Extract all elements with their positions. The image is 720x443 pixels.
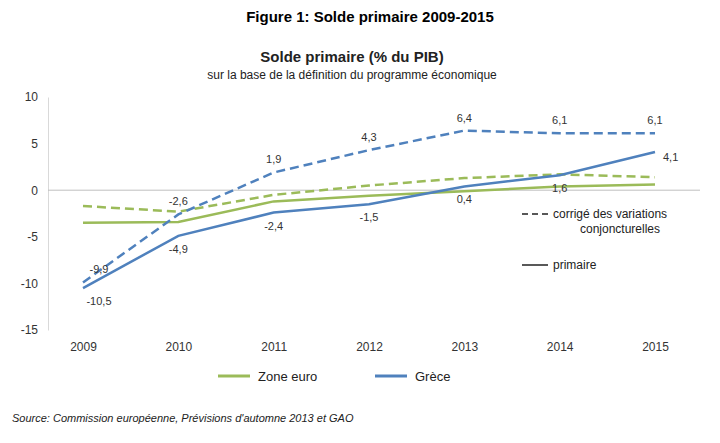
y-tick-label: 10 (25, 90, 39, 104)
legend: Zone euro Grèce (218, 369, 450, 384)
y-tick-label: 5 (31, 137, 38, 151)
y-axis: -15 -10 -5 0 5 10 (21, 90, 49, 337)
y-tick-label: -10 (21, 277, 39, 291)
y-tick: 5 (31, 137, 48, 151)
y-tick-label: 0 (31, 184, 38, 198)
source: Source: Commission européenne, Prévision… (12, 412, 354, 424)
x-axis-line (84, 330, 656, 331)
x-tick-label: 2011 (261, 340, 287, 354)
legend-swatch (375, 375, 407, 378)
figure-title: Figure 1: Solde primaire 2009-2015 (246, 8, 494, 25)
x-tick-label: 2015 (642, 340, 669, 354)
y-tick-label: -15 (21, 323, 39, 337)
data-label: 1,9 (266, 153, 281, 165)
data-labels: -10,5 -4,9 -2,4 -1,5 0,4 1,6 4,1 -9,9 -2,6 1,9 4,3… (86, 112, 678, 308)
x-tick: 2013 (451, 330, 478, 354)
legend-label: Grèce (415, 369, 450, 384)
x-tick: 2015 (642, 330, 669, 354)
data-label: -9,9 (90, 263, 109, 275)
data-label: -1,5 (360, 211, 379, 223)
x-tick: 2012 (356, 330, 383, 354)
x-tick: 2011 (261, 330, 287, 354)
x-tick-label: 2010 (165, 340, 192, 354)
y-axis-line (48, 98, 49, 331)
y-tick: 0 (31, 184, 48, 198)
data-label: 1,6 (552, 182, 567, 194)
x-tick-label: 2009 (70, 340, 97, 354)
data-label: -10,5 (86, 295, 111, 307)
x-tick: 2014 (547, 330, 574, 354)
x-tick: 2010 (165, 330, 192, 354)
x-tick-label: 2014 (547, 340, 574, 354)
x-tick: 2009 (70, 330, 97, 354)
x-tick-label: 2013 (451, 340, 478, 354)
style-legend-label: primaire (553, 258, 597, 272)
x-axis: 2009 2010 2011 2012 2013 2014 2015 (70, 330, 669, 354)
chart-subtitle: sur la base de la définition du programm… (207, 68, 497, 82)
data-label: -2,6 (169, 195, 188, 207)
style-legend-label: corrigé des variations conjoncturelles (553, 207, 670, 236)
y-tick: 10 (25, 90, 48, 104)
data-label: 4,1 (663, 151, 678, 163)
legend-label: Zone euro (258, 369, 317, 384)
chart-title: Solde primaire (% du PIB) (260, 48, 443, 65)
style-legend-line (522, 213, 548, 215)
data-label: -2,4 (264, 220, 283, 232)
x-tick-label: 2012 (356, 340, 383, 354)
y-tick: -10 (21, 277, 48, 291)
data-label: -4,9 (169, 243, 188, 255)
data-label: 6,4 (457, 112, 472, 124)
chart: Figure 1: Solde primaire 2009-2015 Solde … (0, 0, 720, 443)
zero-line (48, 190, 700, 191)
data-label: 6,1 (647, 114, 662, 126)
data-label: 4,3 (361, 131, 376, 143)
legend-swatch (218, 375, 250, 378)
style-legend-line (522, 264, 548, 266)
data-label: 0,4 (457, 193, 472, 205)
style-legend: corrigé des variations conjoncturelles pr… (522, 207, 670, 272)
y-tick: -15 (21, 323, 48, 337)
y-tick-label: -5 (27, 230, 38, 244)
y-tick: -5 (27, 230, 48, 244)
data-label: 6,1 (552, 114, 567, 126)
